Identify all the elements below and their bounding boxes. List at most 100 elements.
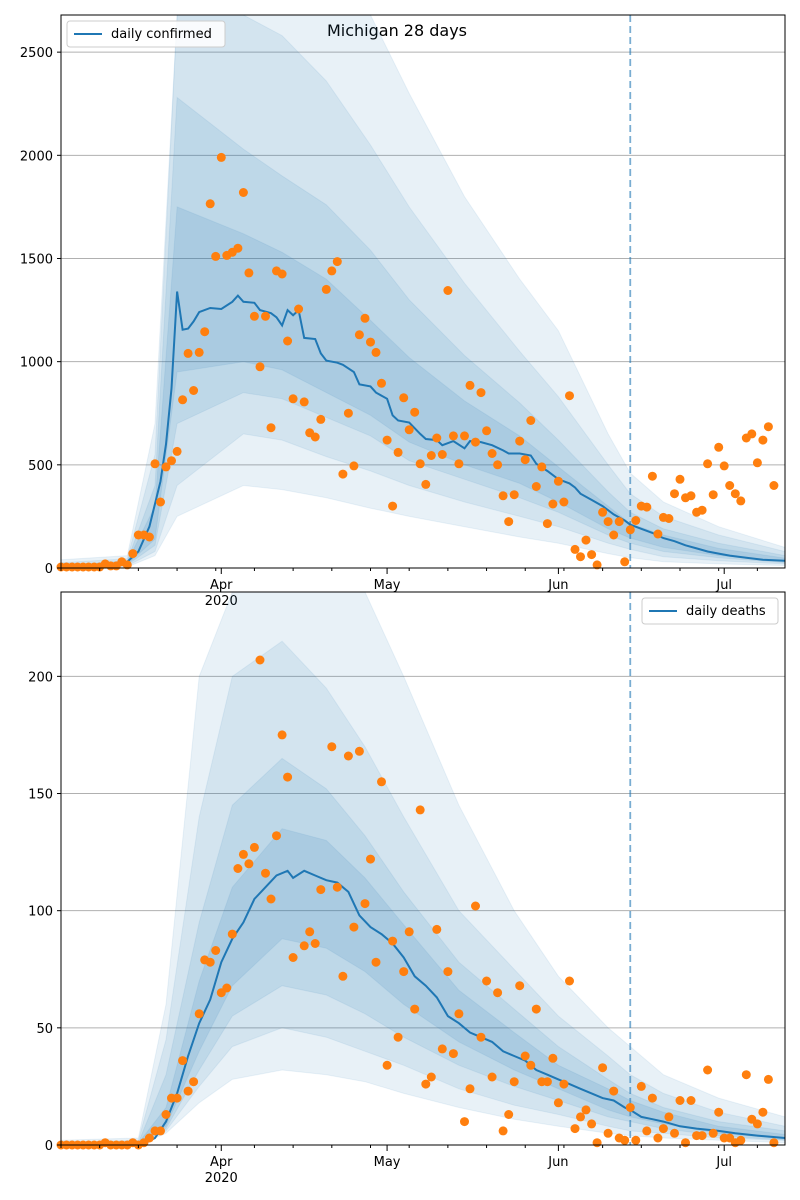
data-point (603, 1128, 613, 1138)
data-point (581, 535, 591, 545)
y-tick-label: 1500 (20, 252, 53, 267)
data-point (343, 408, 353, 418)
data-point (520, 455, 530, 465)
y-tick-label: 0 (45, 562, 53, 577)
x-tick-label: Apr (210, 1155, 233, 1170)
data-point (520, 1051, 530, 1061)
data-point (476, 1032, 486, 1042)
data-point (471, 901, 480, 911)
data-point (354, 746, 364, 756)
data-point (752, 1119, 762, 1129)
data-point (482, 426, 492, 436)
data-point (244, 859, 254, 869)
data-point (432, 433, 442, 443)
data-point (647, 471, 657, 481)
data-point (377, 777, 386, 787)
data-point (393, 447, 403, 457)
data-point (526, 416, 536, 425)
data-point (548, 1053, 558, 1063)
data-point (150, 459, 160, 469)
data-point (371, 957, 381, 967)
median-line (61, 291, 785, 568)
data-point (587, 550, 597, 560)
legend-label: daily deaths (686, 604, 766, 619)
legend-confirmed: daily confirmed (66, 20, 226, 48)
data-point (747, 429, 757, 439)
data-point (299, 941, 309, 951)
data-point (183, 348, 193, 358)
legend-deaths: daily deaths (641, 597, 779, 625)
y-tick-label: 0 (45, 1139, 53, 1154)
data-point (658, 1124, 668, 1134)
data-point (448, 1049, 458, 1059)
x-tick-label: Jun (547, 578, 568, 593)
data-point (465, 380, 475, 390)
data-point (178, 1056, 188, 1066)
observed-points (56, 655, 779, 1150)
data-point (261, 868, 270, 878)
y-tick-label: 100 (28, 905, 53, 920)
data-point (509, 490, 519, 500)
data-point (548, 499, 558, 509)
uncertainty-band-1 (61, 592, 785, 1145)
data-point (316, 414, 326, 424)
data-point (730, 489, 740, 499)
data-point (343, 751, 353, 761)
data-point (393, 1032, 403, 1042)
data-point (482, 976, 492, 986)
data-point (714, 1107, 724, 1117)
data-point (327, 266, 337, 276)
data-point (460, 431, 469, 441)
y-tick-label: 1000 (20, 356, 53, 371)
data-point (769, 1138, 779, 1148)
data-point (338, 469, 348, 479)
data-point (205, 199, 215, 209)
data-point (454, 459, 464, 469)
data-point (542, 519, 552, 529)
data-point (526, 1060, 536, 1070)
data-point (437, 450, 447, 459)
data-point (565, 976, 574, 986)
data-point (388, 936, 398, 946)
data-point (366, 854, 375, 864)
data-point (216, 152, 226, 162)
data-point (261, 311, 270, 321)
data-point (553, 1098, 563, 1108)
data-point (360, 313, 370, 323)
data-point (565, 391, 574, 401)
data-point (460, 1117, 469, 1127)
data-point (128, 549, 138, 559)
plot-area (61, 15, 785, 568)
data-point (426, 1072, 436, 1082)
data-point (531, 482, 541, 491)
data-point (415, 805, 425, 815)
data-point (183, 1086, 193, 1096)
data-point (559, 497, 569, 507)
data-point (758, 1107, 768, 1117)
data-point (570, 1124, 580, 1134)
data-point (642, 1126, 652, 1136)
data-point (443, 967, 453, 977)
data-point (410, 407, 420, 417)
data-point (697, 1131, 707, 1141)
uncertainty-band-2 (61, 15, 785, 568)
data-point (349, 461, 359, 471)
data-point (487, 449, 497, 458)
x-tick-label: Jun (547, 1155, 568, 1170)
data-point (769, 481, 779, 490)
data-point (515, 436, 525, 446)
data-point (625, 525, 635, 535)
data-point (349, 922, 359, 932)
data-point (515, 981, 525, 991)
y-tick-label: 150 (28, 788, 53, 803)
uncertainty-band-2 (61, 640, 785, 1145)
data-point (327, 742, 337, 752)
data-point (332, 882, 342, 892)
data-point (305, 927, 315, 937)
x-tick-year-label: 2020 (205, 1171, 238, 1186)
y-tick-label: 2500 (20, 46, 53, 61)
data-point (448, 431, 458, 441)
data-point (211, 946, 221, 955)
data-point (310, 432, 320, 442)
